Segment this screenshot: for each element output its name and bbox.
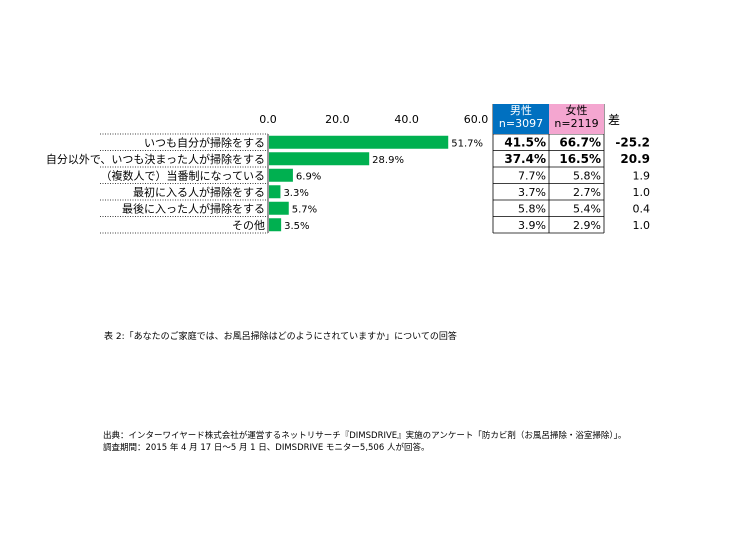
male-value: 37.4% <box>504 152 546 166</box>
diff-value: -25.2 <box>615 135 650 149</box>
female-value: 5.8% <box>573 169 601 182</box>
bar <box>269 152 370 166</box>
female-value: 2.9% <box>573 219 601 232</box>
bar <box>269 168 293 182</box>
category-label: 最初に入る人が掃除をする <box>133 185 265 199</box>
female-value: 5.4% <box>573 202 601 215</box>
female-value: 16.5% <box>559 152 601 166</box>
value-label: 28.9% <box>372 155 404 166</box>
female-header-n: n=2119 <box>554 117 599 130</box>
male-value: 3.7% <box>518 186 546 199</box>
bar <box>269 185 281 199</box>
male-value: 7.7% <box>518 169 546 182</box>
category-label: いつも自分が掃除をする <box>144 135 265 149</box>
category-label: 自分以外で、いつも決まった人が掃除をする <box>46 152 265 166</box>
female-header-label: 女性 <box>565 104 588 117</box>
axis-tick-label: 0.0 <box>259 113 277 126</box>
category-label: 最後に入った人が掃除をする <box>122 201 265 215</box>
diff-value: 1.0 <box>633 186 651 199</box>
axis-tick-label: 20.0 <box>325 113 350 126</box>
diff-value: 1.0 <box>633 219 651 232</box>
category-label: その他 <box>232 219 265 232</box>
diff-header: 差 <box>608 113 621 127</box>
bar <box>269 218 282 232</box>
value-label: 51.7% <box>451 138 483 149</box>
male-header-label: 男性 <box>510 104 532 117</box>
diff-value: 20.9 <box>620 152 650 166</box>
value-label: 3.5% <box>284 221 309 232</box>
value-label: 3.3% <box>283 188 308 199</box>
male-value: 41.5% <box>504 135 546 149</box>
source-line-2: 調査期間：2015 年 4 月 17 日～5 月 1 日、DIMSDRIVE モ… <box>103 443 430 453</box>
male-value: 3.9% <box>518 219 546 232</box>
female-value: 66.7% <box>559 135 601 149</box>
source-line-1: 出典：インターワイヤード株式会社が運営するネットリサーチ『DIMSDRIVE』実… <box>103 431 627 441</box>
axis-tick-label: 60.0 <box>464 113 489 126</box>
category-label: （複数人で）当番制になっている <box>101 168 265 182</box>
female-header: 女性 n=2119 <box>549 104 604 134</box>
bar <box>269 135 449 149</box>
value-label: 5.7% <box>292 204 317 215</box>
value-label: 6.9% <box>296 171 321 182</box>
male-header: 男性 n=3097 <box>493 104 549 134</box>
source-note: 出典：インターワイヤード株式会社が運営するネットリサーチ『DIMSDRIVE』実… <box>103 430 626 454</box>
female-value: 2.7% <box>573 186 601 199</box>
bar <box>269 201 289 215</box>
axis-tick-label: 40.0 <box>394 113 419 126</box>
diff-value: 0.4 <box>633 202 651 215</box>
male-value: 5.8% <box>518 202 546 215</box>
diff-value: 1.9 <box>633 169 651 182</box>
table-caption: 表 2:「あなたのご家庭では、お風呂掃除はどのようにされていますか」についての回… <box>104 332 457 342</box>
male-header-n: n=3097 <box>498 117 544 130</box>
